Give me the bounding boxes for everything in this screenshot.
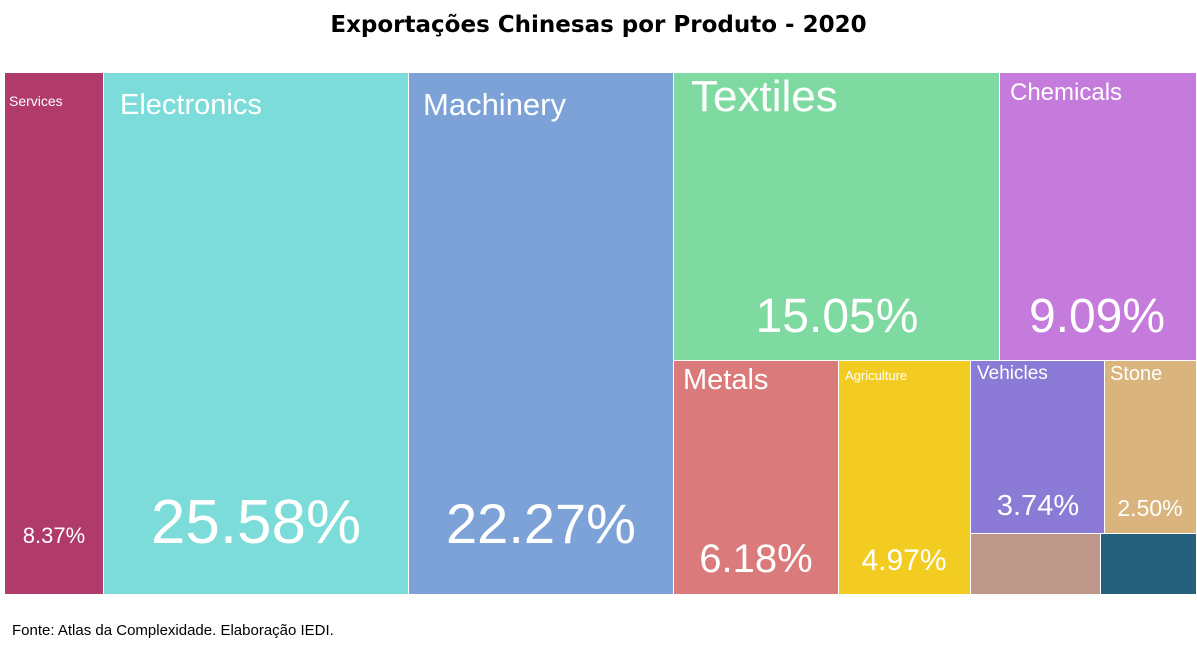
tile-value-label: 22.27%: [446, 492, 636, 555]
tile-value-label: 15.05%: [756, 290, 919, 343]
tile-agriculture: Agriculture 4.97%: [839, 361, 970, 594]
tile-value-label: 3.74%: [997, 490, 1079, 522]
tile-unlabeled-10: [1101, 534, 1196, 594]
tile-rect: [674, 73, 999, 360]
tile-textiles: Textiles 15.05%: [674, 72, 999, 360]
tile-electronics: Electronics 25.58%: [104, 73, 408, 594]
tile-value-label: 2.50%: [1117, 495, 1182, 521]
tile-machinery: Machinery 22.27%: [409, 73, 673, 594]
tile-rect: [971, 361, 1104, 533]
tile-services: Services 8.37%: [5, 73, 103, 594]
tile-rect: [839, 361, 970, 594]
source-note: Fonte: Atlas da Complexidade. Elaboração…: [12, 622, 334, 639]
tile-rect: [1101, 534, 1196, 594]
tile-vehicles: Vehicles 3.74%: [971, 361, 1104, 533]
tile-value-label: 4.97%: [861, 544, 946, 577]
tile-category-label: Agriculture: [845, 368, 907, 383]
tile-rect: [104, 73, 408, 594]
tile-value-label: 8.37%: [23, 523, 85, 548]
chart-title: Exportações Chinesas por Produto - 2020: [330, 12, 867, 38]
tile-rect: [1105, 361, 1196, 533]
tile-category-label: Textiles: [691, 72, 838, 121]
tile-stone: Stone 2.50%: [1105, 361, 1196, 533]
tile-metals: Metals 6.18%: [674, 361, 838, 594]
tile-category-label: Metals: [683, 364, 768, 396]
tile-unlabeled-9: [971, 534, 1100, 594]
tile-rect: [971, 534, 1100, 594]
tile-rect: [1000, 73, 1196, 360]
tile-chemicals: Chemicals 9.09%: [1000, 73, 1196, 360]
tile-value-label: 6.18%: [699, 537, 812, 581]
tile-value-label: 9.09%: [1029, 290, 1165, 343]
tile-category-label: Machinery: [423, 87, 566, 122]
tile-rect: [409, 73, 673, 594]
tile-rect: [5, 73, 103, 594]
tile-category-label: Chemicals: [1010, 79, 1122, 106]
tile-category-label: Services: [9, 93, 63, 109]
tile-category-label: Vehicles: [977, 363, 1048, 384]
tile-rect: [674, 361, 838, 594]
tile-category-label: Stone: [1110, 363, 1162, 385]
tile-category-label: Electronics: [120, 89, 262, 121]
tile-value-label: 25.58%: [151, 488, 361, 557]
